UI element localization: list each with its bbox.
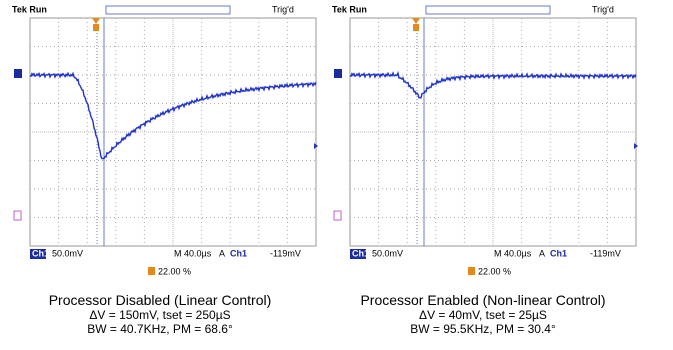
ch-marker — [334, 69, 342, 78]
record-bar — [106, 6, 230, 14]
page: Processor Disabled (Linear Control) ΔV =… — [0, 0, 673, 350]
caption-line: BW = 95.5KHz, PM = 30.4° — [323, 322, 643, 336]
status: Tek Run — [332, 4, 367, 14]
trigger-channel: Ch1 — [550, 248, 567, 258]
trigger-level: -119mV — [270, 248, 301, 258]
ref-marker — [334, 211, 341, 220]
ch-marker — [14, 69, 22, 78]
position-icon — [468, 267, 475, 275]
caption: Processor Enabled (Non-linear Control) Δ… — [323, 292, 643, 336]
caption-line: BW = 40.7KHz, PM = 68.6° — [0, 322, 320, 336]
channel: Ch1 — [32, 248, 49, 258]
scale: 50.0mV — [52, 248, 83, 258]
trigger-status: Trig'd — [592, 4, 614, 14]
trigger-mode: A — [539, 248, 545, 258]
position: 22.00 % — [478, 266, 511, 276]
caption-line: ΔV = 150mV, tset = 250µS — [0, 308, 320, 322]
position: 22.00 % — [158, 266, 191, 276]
caption: Processor Disabled (Linear Control) ΔV =… — [0, 292, 320, 336]
status: Tek Run — [12, 4, 47, 14]
caption-line: ΔV = 40mV, tset = 25µS — [323, 308, 643, 322]
position-icon — [148, 267, 155, 275]
caption-title: Processor Enabled (Non-linear Control) — [323, 292, 643, 308]
trigger-status: Trig'd — [272, 4, 294, 14]
timebase: M 40.0µs — [174, 248, 212, 258]
caption-title: Processor Disabled (Linear Control) — [0, 292, 320, 308]
ref-marker — [14, 211, 21, 220]
record-bar — [426, 6, 550, 14]
trigger-channel: Ch1 — [230, 248, 247, 258]
trigger-mode: A — [219, 248, 225, 258]
trigger-level: -119mV — [590, 248, 621, 258]
channel: Ch1 — [352, 248, 369, 258]
timebase: M 40.0µs — [494, 248, 532, 258]
scale: 50.0mV — [372, 248, 403, 258]
